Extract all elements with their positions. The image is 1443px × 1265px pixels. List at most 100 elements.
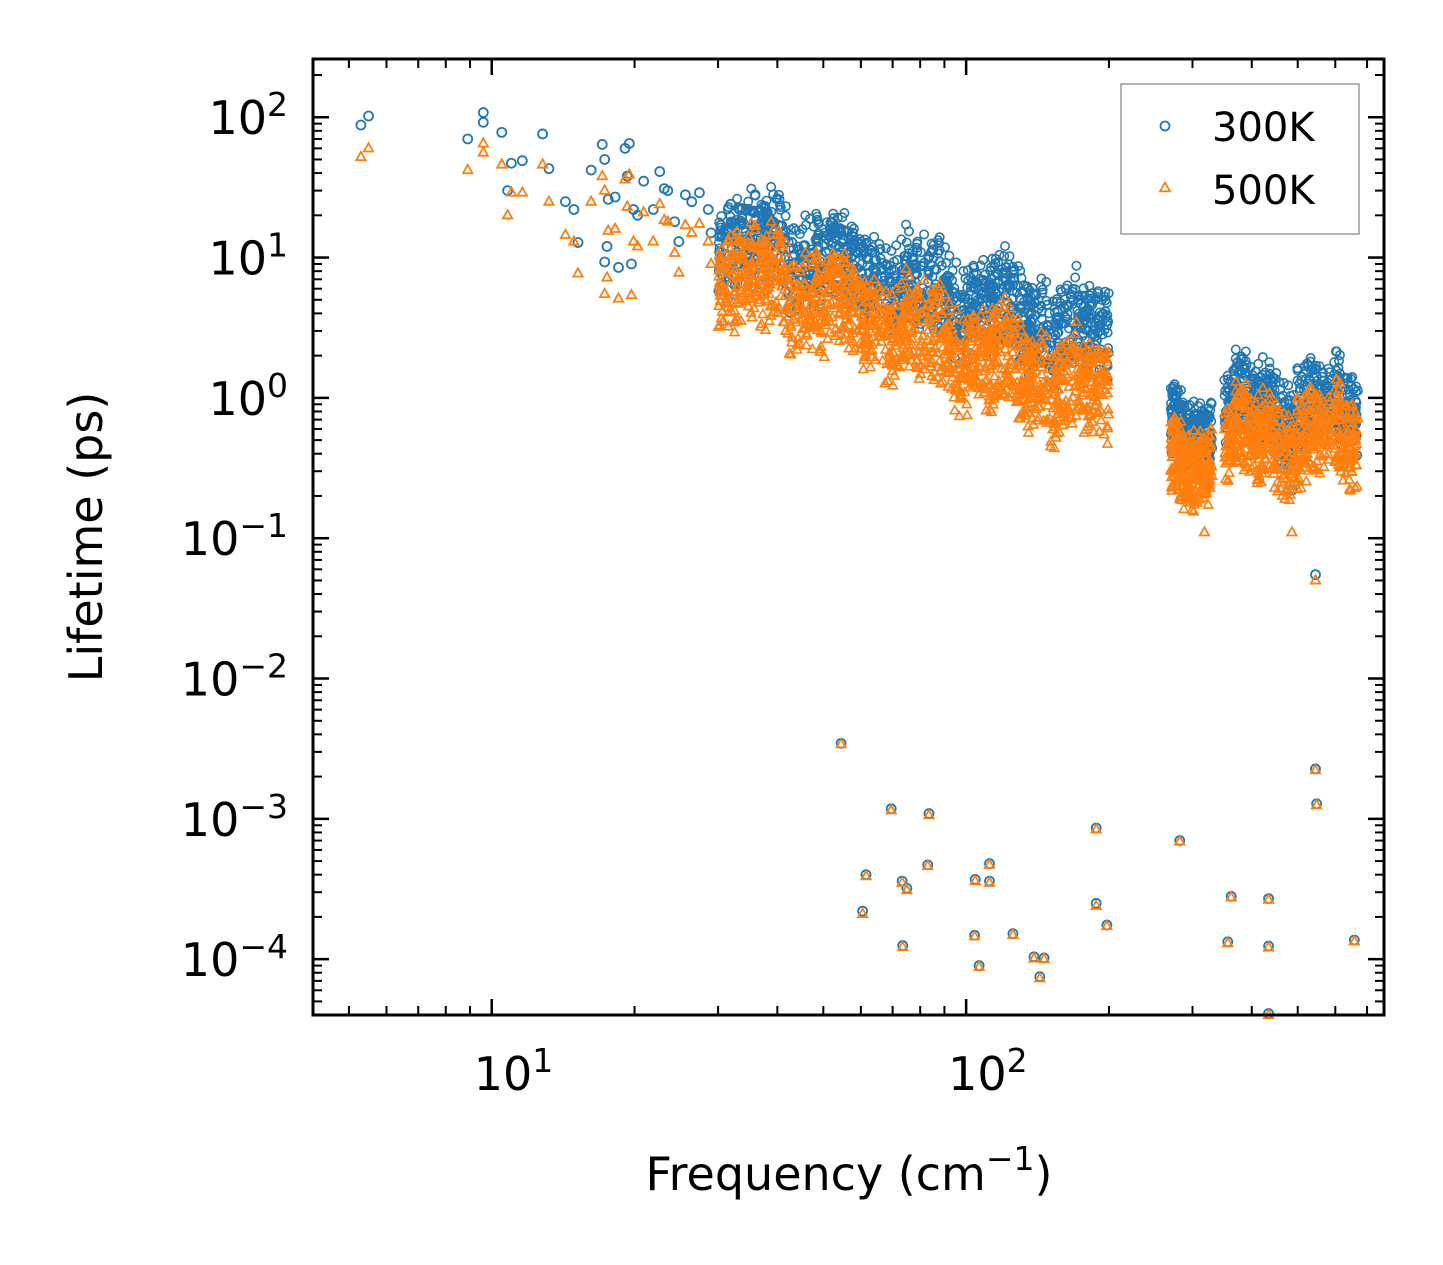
legend-label-500k: 500K [1212, 168, 1316, 214]
data-point-300k [828, 208, 839, 219]
data-point-300k [923, 277, 934, 288]
data-point-300k [1292, 365, 1303, 376]
data-point-300k [880, 260, 891, 271]
data-point-300k [1031, 290, 1042, 301]
data-point-300k [912, 236, 923, 247]
data-point-300k [1177, 397, 1188, 408]
data-point-300k [732, 193, 743, 204]
data-point-300k [919, 229, 930, 240]
data-point-300k [934, 232, 945, 243]
data-point-300k [950, 287, 961, 298]
data-point-300k [1257, 352, 1268, 363]
data-point-300k [969, 262, 980, 273]
data-point-300k [904, 226, 915, 237]
data-point-300k [856, 238, 867, 249]
data-point-300k [1278, 377, 1289, 388]
data-point-300k [761, 195, 772, 206]
data-point-300k [1036, 300, 1047, 311]
data-point-300k [890, 270, 901, 281]
data-point-300k [1172, 384, 1183, 395]
data-point-300k [780, 201, 791, 212]
data-point-300k [1024, 301, 1035, 312]
data-point-300k [878, 275, 889, 286]
data-point-300k [1060, 283, 1071, 294]
data-point-300k [969, 298, 980, 309]
data-point-300k [869, 231, 880, 242]
data-point-300k [926, 238, 937, 249]
data-point-300k [989, 262, 1000, 273]
data-point-300k [1311, 375, 1322, 386]
data-point-300k [818, 230, 829, 241]
data-point-300k [1015, 265, 1026, 276]
data-point-300k [1041, 276, 1052, 287]
data-point-300k [827, 237, 838, 248]
data-point-300k [777, 220, 788, 231]
data-point-300k [1205, 397, 1216, 408]
data-point-300k [1102, 327, 1113, 338]
data-point-300k [1170, 386, 1181, 397]
data-point-300k [928, 240, 939, 251]
data-point-300k [756, 210, 767, 221]
data-point-300k [811, 214, 822, 225]
data-point-300k [811, 232, 822, 243]
data-point-300k [743, 196, 754, 207]
data-point-300k [998, 268, 1009, 279]
data-point-300k [931, 264, 942, 275]
data-point-300k [1055, 284, 1066, 295]
data-point-300k [891, 240, 902, 251]
data-point-300k [861, 252, 872, 263]
data-point-300k [977, 293, 988, 304]
data-point-300k [788, 223, 799, 234]
data-point-300k [907, 246, 918, 257]
data-point-300k [824, 223, 835, 234]
data-point-300k [1078, 328, 1089, 339]
data-point-300k [1063, 300, 1074, 311]
data-point-300k [1093, 286, 1104, 297]
data-point-300k [1083, 303, 1094, 314]
data-point-300k [1000, 241, 1011, 252]
data-point-300k [972, 277, 983, 288]
data-point-300k [1071, 260, 1082, 271]
data-point-300k [978, 254, 989, 265]
data-point-300k [813, 228, 824, 239]
data-point-300k [970, 291, 981, 302]
data-point-300k [716, 231, 727, 242]
data-point-300k [1200, 414, 1211, 425]
data-point-300k [1101, 297, 1112, 308]
data-point-300k [783, 237, 794, 248]
data-point-300k [871, 265, 882, 276]
data-point-300k [803, 266, 814, 277]
data-point-300k [1081, 310, 1092, 321]
data-point-300k [774, 200, 785, 211]
data-point-300k [910, 258, 921, 269]
data-point-300k [896, 234, 907, 245]
data-point-300k [928, 252, 939, 263]
data-point-300k [1043, 320, 1054, 331]
data-point-300k [1025, 322, 1036, 333]
data-point-300k [978, 278, 989, 289]
data-point-300k [1086, 317, 1097, 328]
data-point-300k [836, 227, 847, 238]
data-point-300k [986, 283, 997, 294]
legend: 300K 500K [1120, 83, 1360, 235]
data-point-300k [1018, 287, 1029, 298]
data-point-300k [884, 273, 895, 284]
data-point-300k [979, 283, 990, 294]
data-point-300k [1070, 272, 1081, 283]
data-point-300k [829, 228, 840, 239]
data-point-300k [763, 217, 774, 228]
data-point-300k [947, 265, 958, 276]
data-point-300k [727, 216, 738, 227]
data-point-300k [1199, 418, 1210, 429]
data-point-300k [718, 226, 729, 237]
data-point-300k [1048, 327, 1059, 338]
data-point-300k [822, 229, 833, 240]
data-point-300k [1018, 280, 1029, 291]
data-point-300k [801, 253, 812, 264]
data-point-300k [1188, 396, 1199, 407]
data-point-300k [1091, 336, 1102, 347]
data-point-300k [1004, 251, 1015, 262]
data-point-300k [1072, 291, 1083, 302]
data-point-300k [1264, 363, 1275, 374]
data-point-300k [1203, 403, 1214, 414]
